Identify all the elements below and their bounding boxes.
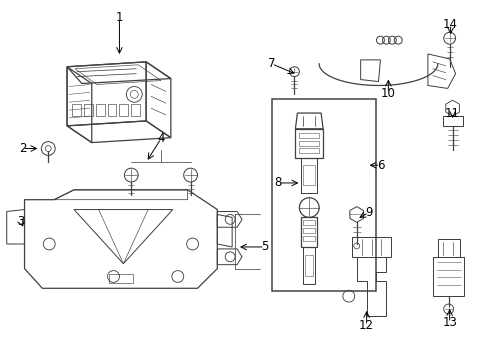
- Bar: [438, 239, 460, 257]
- Text: 3: 3: [17, 215, 24, 228]
- Text: 14: 14: [443, 18, 458, 31]
- Bar: [303, 228, 315, 233]
- Text: 10: 10: [381, 87, 396, 100]
- Text: 9: 9: [365, 206, 372, 219]
- Bar: [131, 104, 140, 116]
- Bar: [84, 104, 93, 116]
- Bar: [120, 104, 128, 116]
- Bar: [303, 165, 315, 185]
- Text: 8: 8: [274, 176, 281, 189]
- Text: 12: 12: [359, 319, 374, 332]
- Text: 2: 2: [19, 142, 26, 155]
- Bar: [303, 220, 315, 225]
- Bar: [299, 148, 319, 153]
- Text: 4: 4: [157, 132, 165, 145]
- Bar: [109, 274, 133, 283]
- Bar: [352, 237, 392, 257]
- Bar: [301, 217, 317, 247]
- Bar: [271, 99, 375, 291]
- Bar: [108, 104, 117, 116]
- Bar: [301, 158, 317, 193]
- Bar: [443, 116, 463, 126]
- Bar: [72, 104, 81, 116]
- Bar: [299, 133, 319, 138]
- Bar: [303, 247, 315, 284]
- Bar: [295, 129, 323, 158]
- Text: 7: 7: [268, 57, 275, 70]
- Bar: [305, 255, 313, 276]
- Bar: [299, 141, 319, 145]
- Text: 13: 13: [442, 316, 457, 329]
- Bar: [96, 104, 104, 116]
- Bar: [303, 236, 315, 241]
- Bar: [433, 257, 465, 296]
- Text: 6: 6: [377, 159, 384, 172]
- Text: 11: 11: [445, 107, 460, 120]
- Text: 1: 1: [116, 11, 123, 24]
- Text: 5: 5: [261, 240, 269, 253]
